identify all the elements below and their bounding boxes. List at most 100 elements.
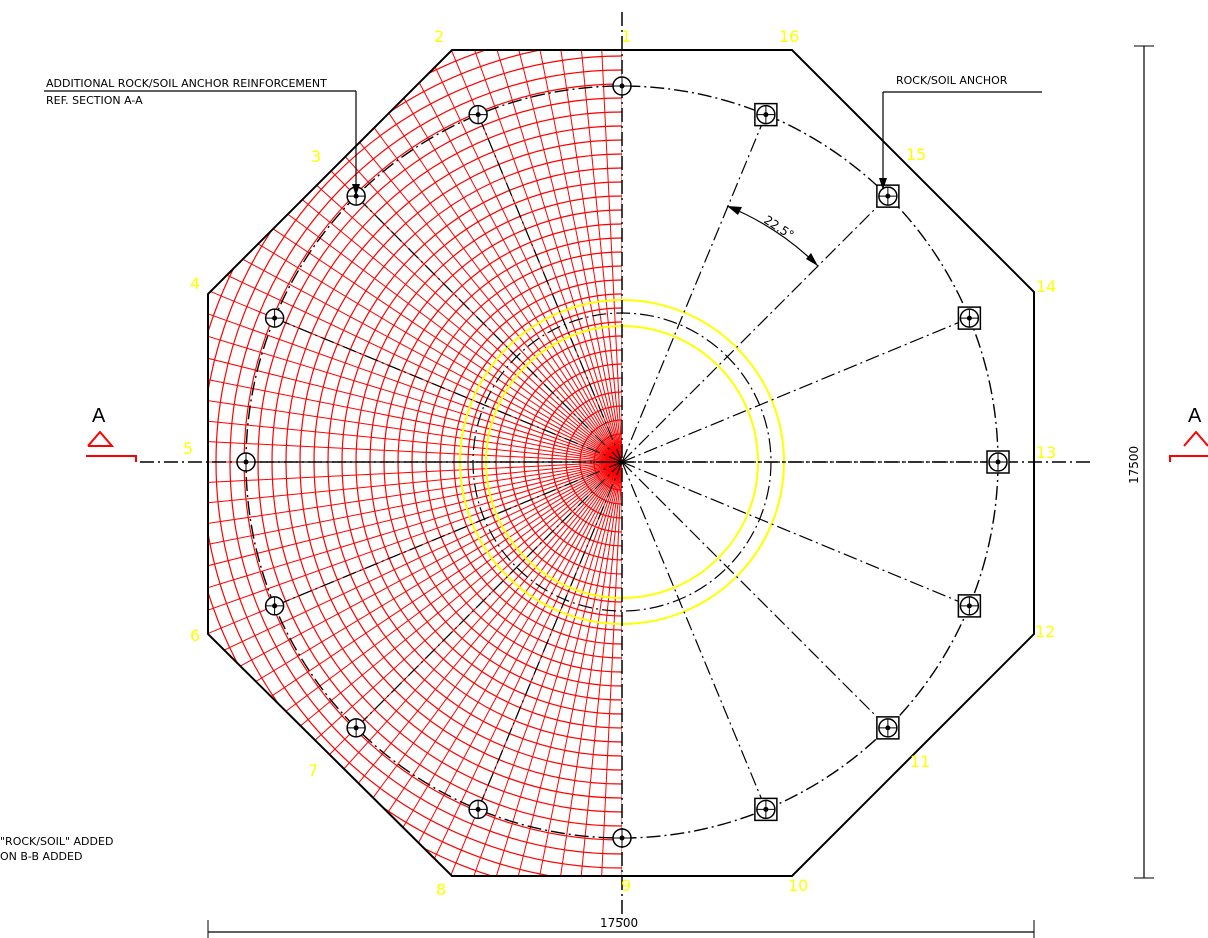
rebar-radial — [407, 461, 622, 876]
revision-note-2: ON B-B ADDED — [0, 850, 82, 863]
rebar-radial — [208, 363, 622, 463]
rebar-radial — [476, 50, 622, 463]
vertex-number-1: 1 — [621, 27, 631, 46]
vertex-number-6: 6 — [190, 626, 200, 645]
vertex-number-13: 13 — [1036, 443, 1056, 462]
rebar-radial — [596, 50, 622, 463]
vertex-number-5: 5 — [183, 439, 193, 458]
rebar-radial — [208, 340, 622, 463]
rebar-radial — [500, 50, 622, 463]
additional-anchor — [346, 718, 366, 738]
additional-anchor — [236, 452, 256, 472]
rebar-radial — [323, 461, 622, 864]
vertex-number-12: 12 — [1035, 622, 1055, 641]
rebar-radial — [343, 50, 622, 463]
rebar-radial — [208, 204, 622, 463]
rebar-radial — [208, 461, 622, 720]
rebar-radial — [476, 461, 622, 876]
additional-anchor — [468, 104, 488, 125]
rebar-radial — [208, 461, 622, 536]
rock-soil-anchor — [754, 797, 778, 822]
vertex-number-11: 11 — [910, 752, 930, 771]
rebar-radial — [208, 461, 622, 741]
section-mark-right-letter: A — [1188, 405, 1202, 427]
angle-arrow-right — [806, 253, 818, 266]
angle-arrow-left — [727, 206, 742, 215]
anchor-group — [236, 76, 1010, 848]
vertex-number-4: 4 — [190, 274, 200, 293]
rebar-radial — [208, 461, 622, 584]
vertex-number-3: 3 — [311, 147, 321, 166]
rebar-radial — [208, 247, 622, 463]
anchor-radial — [621, 461, 767, 810]
vertex-number-9: 9 — [621, 876, 631, 895]
anchor-radial — [274, 317, 623, 463]
anchor-radial — [621, 195, 889, 463]
rebar-radial — [208, 461, 622, 512]
rebar-radial — [208, 183, 622, 463]
rock-soil-anchor — [754, 102, 778, 127]
anchor-radial-lines — [246, 114, 998, 810]
additional-anchor — [264, 596, 285, 616]
rebar-radial — [385, 461, 622, 876]
vertical-dimension-value: 17500 — [1127, 446, 1141, 484]
rebar-radial — [220, 461, 622, 761]
rebar-radial — [208, 461, 622, 561]
rebar-radial — [453, 50, 622, 463]
anchor-radial — [355, 461, 623, 729]
anchor-radial — [621, 461, 889, 729]
additional-anchor — [264, 308, 285, 328]
rebar-radial — [208, 436, 622, 463]
rebar-radial — [548, 461, 622, 876]
rebar-radial — [208, 293, 622, 463]
rebar-radial — [548, 50, 622, 463]
right-callout-label: ROCK/SOIL ANCHOR — [896, 74, 1008, 87]
rebar-radial — [208, 388, 622, 463]
section-mark-right: A — [1169, 405, 1208, 462]
rebar-radial — [385, 50, 622, 463]
rebar-radial — [304, 461, 622, 849]
rebar-radial — [208, 316, 622, 463]
rock-soil-anchor — [957, 594, 982, 618]
rock-soil-anchor — [957, 306, 982, 330]
rock-soil-anchor — [876, 184, 900, 208]
rebar-radial — [407, 50, 622, 463]
anchor-radial — [621, 461, 970, 607]
rebar-radial — [208, 461, 622, 488]
anchor-radial — [477, 114, 623, 463]
rebar-radial — [364, 461, 622, 876]
rebar-radial — [343, 461, 622, 876]
left-callout-ref: REF. SECTION A-A — [46, 94, 143, 107]
additional-anchor — [468, 799, 488, 820]
rebar-radial — [208, 461, 622, 608]
rebar-radial — [523, 461, 622, 876]
vertex-number-2: 2 — [434, 27, 444, 46]
vertex-number-16: 16 — [779, 27, 799, 46]
vertex-number-7: 7 — [308, 761, 318, 780]
angle-label: 22.5° — [761, 213, 796, 243]
left-callout-title: ADDITIONAL ROCK/SOIL ANCHOR REINFORCEMEN… — [46, 77, 327, 90]
anchor-radial — [621, 317, 970, 463]
rebar-radial — [304, 75, 622, 463]
vertex-number-14: 14 — [1036, 277, 1056, 296]
rebar-radial — [453, 461, 622, 876]
rebar-radial — [208, 225, 622, 463]
rock-soil-anchor — [876, 716, 900, 740]
right-callout-arrow — [879, 178, 887, 190]
rebar-radial — [208, 461, 622, 677]
rebar-radial — [208, 461, 622, 699]
vertex-numbers: 1 2 3 4 5 6 7 8 9 10 11 12 13 14 15 16 — [183, 27, 1056, 899]
anchor-radial — [355, 195, 623, 463]
anchor-radial — [274, 461, 623, 607]
rebar-radial — [208, 412, 622, 463]
revision-note-1: "ROCK/SOIL" ADDED — [0, 835, 113, 848]
additional-anchor — [612, 828, 632, 848]
rebar-radial — [572, 50, 622, 463]
left-callout-arrow — [352, 184, 360, 196]
additional-anchor — [612, 76, 632, 96]
rock-soil-anchor — [986, 450, 1010, 474]
rebar-radial — [364, 50, 622, 463]
section-mark-left-letter: A — [92, 405, 106, 427]
rebar-radial — [572, 461, 622, 876]
